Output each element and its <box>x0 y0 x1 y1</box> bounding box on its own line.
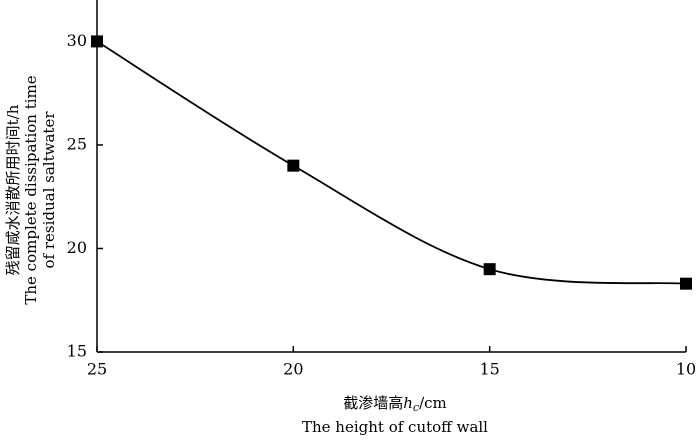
y-tick-label: 15 <box>67 342 87 361</box>
line <box>96 40 687 285</box>
x-label-part: h <box>403 394 413 412</box>
x-tick-label: 15 <box>479 360 499 379</box>
x-tick-label: 20 <box>283 360 303 379</box>
x-tick-label: 10 <box>676 360 696 379</box>
y-axis-label: 残留咸水消散所用时间t/h The complete dissipation t… <box>4 75 58 304</box>
marker <box>91 35 103 48</box>
x-axis-label-en: The height of cutoff wall <box>302 418 488 436</box>
marker <box>680 277 692 290</box>
marker <box>483 263 496 276</box>
y-tick-label: 25 <box>67 134 87 153</box>
y-label-line: of residual saltwater <box>40 111 58 269</box>
x-label-part: /cm <box>419 394 447 412</box>
y-label-line: The complete dissipation time <box>22 75 40 304</box>
x-label-part: 截渗墙高 <box>343 394 403 412</box>
x-tick-label: 25 <box>87 360 107 379</box>
marker <box>287 159 300 172</box>
y-label-line: 残留咸水消散所用时间t/h <box>4 104 22 275</box>
y-tick-label: 20 <box>67 238 87 257</box>
x-axis-label: 截渗墙高hc/cm <box>343 394 447 414</box>
y-tick-label: 30 <box>67 31 87 50</box>
x-label-part: c <box>413 401 419 414</box>
